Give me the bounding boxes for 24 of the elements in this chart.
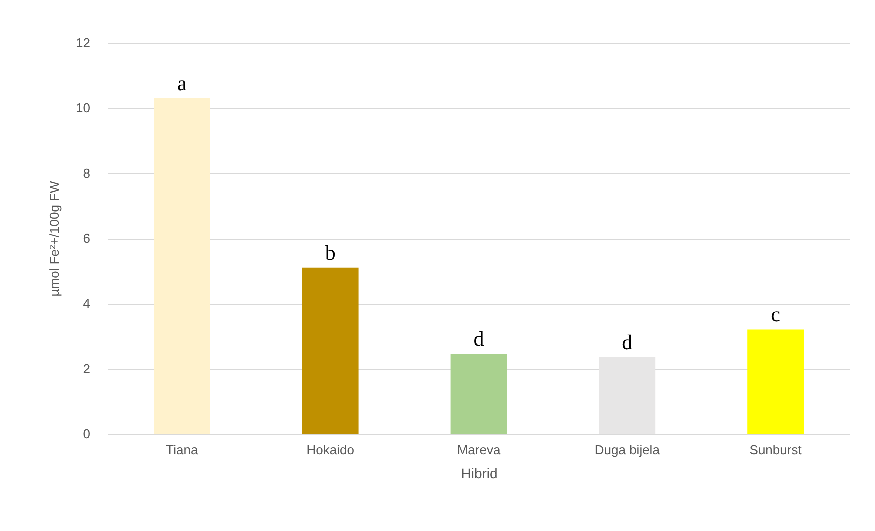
annotation: d	[474, 327, 485, 352]
bar	[154, 98, 210, 434]
y-tick-label: 0	[83, 426, 90, 442]
bar	[748, 330, 804, 434]
y-tick-label: 6	[83, 231, 90, 246]
annotation: d	[622, 330, 634, 354]
x-tick-label: Mareva	[457, 442, 502, 458]
annotation: a	[178, 71, 188, 96]
x-tick-label: Sunburst	[750, 442, 802, 458]
y-axis-title: µmol Fe²+/100g FW	[47, 180, 62, 297]
y-tick-label: 4	[83, 296, 90, 312]
annotation: b	[325, 240, 336, 265]
x-axis-title: Hibrid	[461, 466, 498, 482]
bar	[302, 268, 359, 434]
bar	[599, 357, 656, 434]
x-tick-label: Tiana	[166, 442, 199, 458]
annotation: c	[771, 302, 780, 327]
y-tick-label: 2	[83, 361, 90, 376]
y-tick-label: 12	[76, 36, 90, 50]
y-tick-label: 8	[83, 166, 90, 181]
y-tick-label: 10	[76, 100, 90, 116]
x-tick-label: Duga bijela	[594, 442, 661, 458]
bar	[450, 354, 508, 434]
x-tick-label: Hokaido	[306, 442, 354, 458]
